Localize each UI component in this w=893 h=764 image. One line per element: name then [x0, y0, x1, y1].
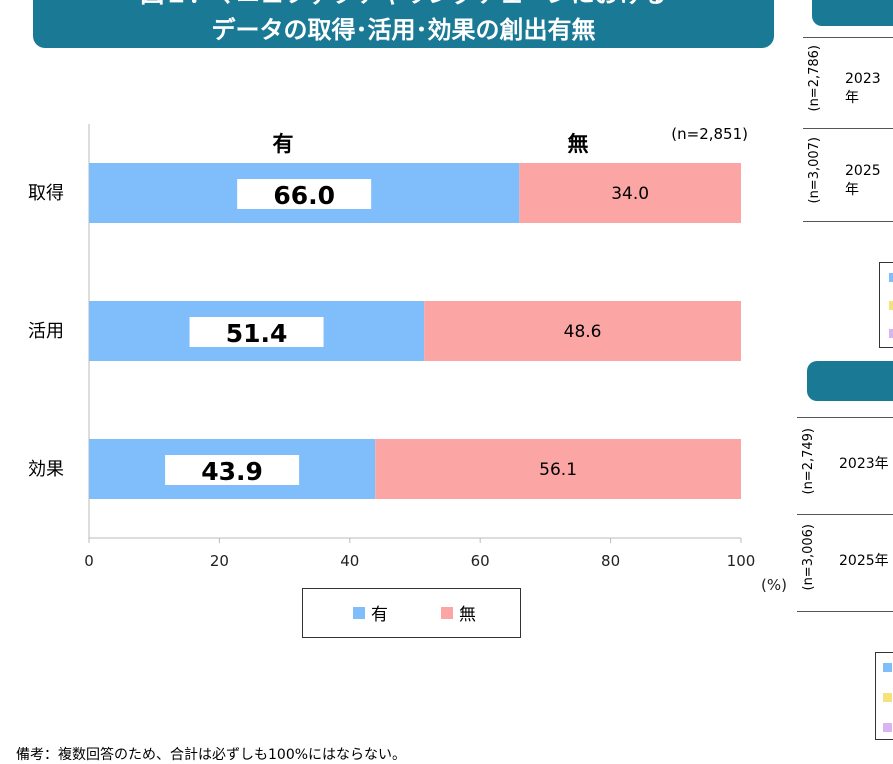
- sample-size-note: (n=2,851): [671, 125, 748, 143]
- legend-swatch: [889, 329, 893, 338]
- legend-label-no: 無: [459, 605, 476, 625]
- right-top-n-1: (n=2,786): [807, 45, 822, 112]
- right-title-banner-bottom: [807, 361, 893, 401]
- bar-segment-no: [424, 301, 741, 361]
- right-divider: [797, 611, 893, 612]
- right-bottom-n-2: (n=3,006): [801, 524, 816, 591]
- data-label-no: 56.1: [539, 460, 577, 480]
- x-unit-label: (%): [761, 576, 787, 594]
- category-label: 効果: [28, 459, 64, 480]
- legend-swatch: [889, 273, 893, 282]
- chart-legend: 有 無: [302, 588, 521, 638]
- data-label-box: [189, 317, 324, 347]
- right-bottom-year-2: 2025年: [839, 553, 889, 569]
- right-top-legend: [879, 262, 893, 348]
- x-tick-label: 60: [471, 552, 490, 570]
- data-label-no: 34.0: [611, 184, 649, 204]
- right-title-banner-top: [812, 0, 893, 26]
- data-label-yes: 43.9: [201, 457, 263, 486]
- right-divider: [797, 417, 893, 418]
- column-header-no: 無: [568, 132, 589, 156]
- legend-swatch: [883, 693, 892, 702]
- right-divider: [803, 128, 893, 129]
- title-line-2: データの取得･活用･効果の創出有無: [211, 16, 596, 44]
- bar-segment-no: [375, 439, 741, 499]
- x-tick-label: 40: [340, 552, 359, 570]
- x-tick-label: 80: [601, 552, 620, 570]
- right-bottom-year-1: 2023年: [839, 456, 889, 472]
- right-divider: [803, 37, 893, 38]
- x-tick-label: 0: [84, 552, 94, 570]
- legend-swatch: [889, 301, 893, 310]
- legend-swatch: [883, 663, 892, 672]
- legend-label-yes: 有: [371, 605, 388, 625]
- data-label-yes: 66.0: [273, 181, 335, 210]
- right-divider: [797, 514, 893, 515]
- category-label: 活用: [28, 321, 64, 342]
- x-tick-label: 20: [210, 552, 229, 570]
- title-line-1: 図１：マニュファクチャリングチェーンにおける: [33, 0, 774, 8]
- footnote: 備考：複数回答のため、合計は必ずしも100%にはならない。: [16, 747, 407, 763]
- right-top-year-1: 2023年: [845, 71, 881, 106]
- right-bottom-n-1: (n=2,749): [801, 428, 816, 495]
- column-header-yes: 有: [273, 132, 294, 156]
- right-top-n-2: (n=3,007): [807, 137, 822, 204]
- right-top-year-2: 2025年: [845, 163, 881, 198]
- x-tick-label: 100: [727, 552, 756, 570]
- category-label: 取得: [28, 183, 64, 204]
- title-banner: 図１：マニュファクチャリングチェーンにおける データの取得･活用･効果の創出有無: [33, 0, 774, 48]
- legend-swatch-yes: [353, 607, 365, 619]
- data-label-box: [165, 455, 300, 485]
- data-label-yes: 51.4: [226, 319, 288, 348]
- data-label-no: 48.6: [564, 322, 602, 342]
- right-bottom-legend: [875, 652, 893, 740]
- legend-swatch: [883, 723, 892, 732]
- right-divider: [803, 221, 893, 222]
- bar-segment-no: [519, 163, 741, 223]
- legend-swatch-no: [441, 607, 453, 619]
- data-label-box: [237, 179, 372, 209]
